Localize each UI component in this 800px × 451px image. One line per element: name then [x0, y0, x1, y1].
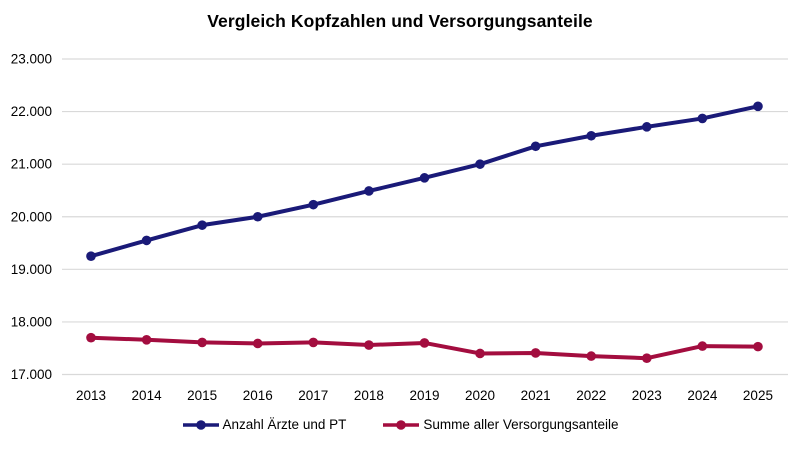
data-point-marker	[475, 348, 485, 359]
x-tick-label: 2019	[409, 388, 439, 403]
data-point-marker	[475, 159, 485, 169]
y-tick-label: 17.000	[11, 367, 52, 382]
x-tick-label: 2025	[743, 388, 773, 403]
x-tick-label: 2017	[298, 388, 328, 403]
data-point-marker	[530, 348, 541, 358]
data-point-marker	[586, 351, 597, 361]
x-tick-label: 2024	[687, 388, 718, 403]
data-point-marker	[141, 334, 152, 345]
y-tick-label: 19.000	[11, 262, 52, 277]
data-point-marker	[86, 251, 96, 261]
chart-title: Vergleich Kopfzahlen und Versorgungsante…	[207, 11, 593, 31]
x-tick-label: 2016	[243, 388, 273, 403]
data-point-marker	[308, 337, 319, 348]
y-tick-label: 21.000	[11, 157, 52, 172]
y-tick-label: 20.000	[11, 209, 52, 224]
data-point-marker	[419, 338, 430, 348]
data-point-marker	[364, 340, 374, 350]
data-point-marker	[419, 173, 430, 183]
data-point-marker	[197, 220, 207, 230]
x-tick-label: 2021	[521, 388, 551, 403]
data-point-marker	[697, 113, 708, 124]
legend: Anzahl Ärzte und PT Summe aller Versorgu…	[0, 417, 800, 432]
data-point-marker	[197, 337, 207, 348]
legend-line-marker-icon	[383, 419, 420, 430]
legend-label-anzahl-aerzte: Anzahl Ärzte und PT	[222, 417, 347, 432]
data-point-marker	[86, 332, 96, 343]
legend-item-anzahl-aerzte: Anzahl Ärzte und PT	[182, 417, 347, 432]
data-point-marker	[308, 199, 319, 210]
data-point-marker	[753, 101, 763, 112]
x-tick-label: 2014	[132, 388, 163, 403]
legend-line-marker-icon	[182, 419, 219, 430]
legend-item-versorgungsanteile: Summe aller Versorgungsanteile	[382, 417, 618, 432]
y-tick-label: 22.000	[11, 104, 52, 119]
data-point-marker	[642, 353, 652, 363]
data-point-marker	[252, 211, 263, 222]
data-point-marker	[364, 186, 374, 196]
x-tick-label: 2020	[465, 388, 495, 403]
data-point-marker	[252, 338, 263, 349]
data-point-marker	[141, 235, 152, 246]
data-point-marker	[697, 341, 708, 351]
data-point-marker	[586, 130, 597, 141]
x-tick-label: 2023	[632, 388, 662, 403]
data-point-marker	[642, 122, 652, 132]
legend-label-versorgungsanteile: Summe aller Versorgungsanteile	[423, 417, 619, 432]
x-tick-label: 2022	[576, 388, 606, 403]
x-tick-label: 2018	[354, 388, 384, 403]
y-tick-label: 18.000	[11, 314, 52, 329]
data-point-marker	[753, 341, 763, 352]
data-point-marker	[530, 141, 541, 152]
x-tick-label: 2015	[187, 388, 217, 403]
x-tick-label: 2013	[76, 388, 106, 403]
y-tick-label: 23.000	[11, 52, 52, 67]
